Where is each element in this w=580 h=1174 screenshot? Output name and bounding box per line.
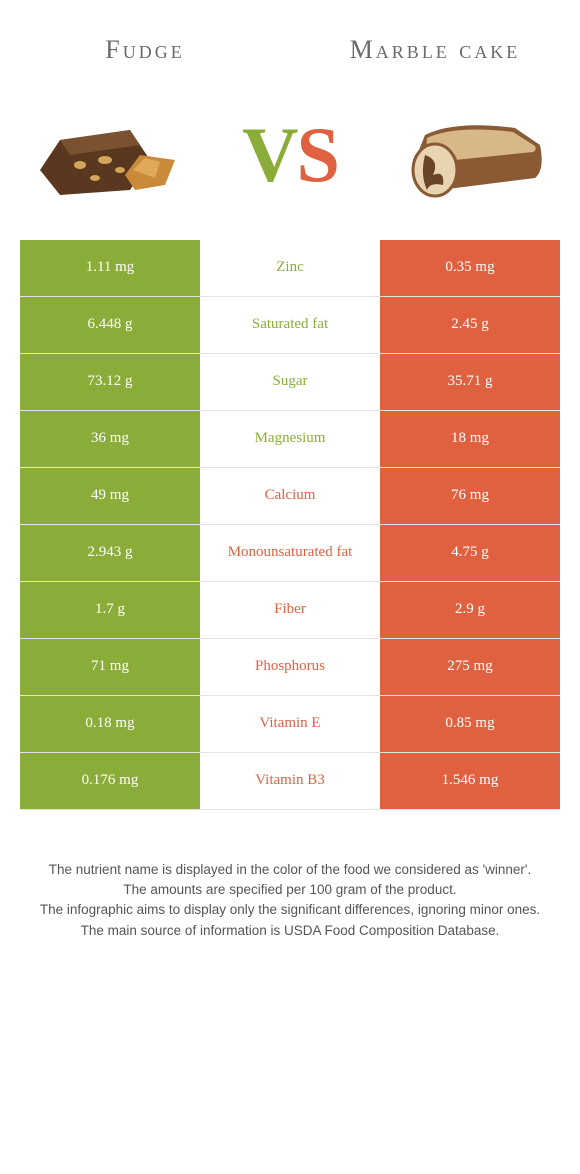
fudge-image xyxy=(30,100,200,210)
left-value-cell: 2.943 g xyxy=(20,525,200,581)
left-value-cell: 71 mg xyxy=(20,639,200,695)
table-row: 73.12 gSugar35.71 g xyxy=(20,354,560,411)
nutrient-label-cell: Zinc xyxy=(200,240,380,296)
footer-line: The infographic aims to display only the… xyxy=(35,900,545,920)
right-food-title: Marble cake xyxy=(345,35,525,65)
right-value-cell: 1.546 mg xyxy=(380,753,560,809)
vs-s: S xyxy=(296,110,337,200)
table-row: 71 mgPhosphorus275 mg xyxy=(20,639,560,696)
nutrient-label-cell: Phosphorus xyxy=(200,639,380,695)
right-value-cell: 4.75 g xyxy=(380,525,560,581)
left-value-cell: 1.11 mg xyxy=(20,240,200,296)
right-value-cell: 0.85 mg xyxy=(380,696,560,752)
marble-cake-image xyxy=(380,100,550,210)
right-value-cell: 275 mg xyxy=(380,639,560,695)
footer-line: The nutrient name is displayed in the co… xyxy=(35,860,545,880)
footer-line: The main source of information is USDA F… xyxy=(35,921,545,941)
right-value-cell: 76 mg xyxy=(380,468,560,524)
right-value-cell: 2.45 g xyxy=(380,297,560,353)
footer-line: The amounts are specified per 100 gram o… xyxy=(35,880,545,900)
nutrient-table: 1.11 mgZinc0.35 mg6.448 gSaturated fat2.… xyxy=(20,240,560,810)
nutrient-label-cell: Sugar xyxy=(200,354,380,410)
nutrient-label-cell: Monounsaturated fat xyxy=(200,525,380,581)
table-row: 1.7 gFiber2.9 g xyxy=(20,582,560,639)
left-value-cell: 0.18 mg xyxy=(20,696,200,752)
left-food-title: Fudge xyxy=(55,35,235,65)
table-row: 6.448 gSaturated fat2.45 g xyxy=(20,297,560,354)
left-value-cell: 0.176 mg xyxy=(20,753,200,809)
left-value-cell: 1.7 g xyxy=(20,582,200,638)
right-value-cell: 2.9 g xyxy=(380,582,560,638)
vs-v: V xyxy=(242,110,296,200)
nutrient-label-cell: Vitamin B3 xyxy=(200,753,380,809)
nutrient-label-cell: Saturated fat xyxy=(200,297,380,353)
vs-label: VS xyxy=(242,110,338,200)
left-value-cell: 73.12 g xyxy=(20,354,200,410)
left-value-cell: 6.448 g xyxy=(20,297,200,353)
nutrient-label-cell: Fiber xyxy=(200,582,380,638)
images-row: VS xyxy=(0,75,580,240)
table-row: 1.11 mgZinc0.35 mg xyxy=(20,240,560,297)
table-row: 0.176 mgVitamin B31.546 mg xyxy=(20,753,560,810)
right-value-cell: 35.71 g xyxy=(380,354,560,410)
right-value-cell: 0.35 mg xyxy=(380,240,560,296)
nutrient-label-cell: Vitamin E xyxy=(200,696,380,752)
header: Fudge Marble cake xyxy=(0,0,580,75)
table-row: 2.943 gMonounsaturated fat4.75 g xyxy=(20,525,560,582)
right-value-cell: 18 mg xyxy=(380,411,560,467)
left-value-cell: 49 mg xyxy=(20,468,200,524)
table-row: 49 mgCalcium76 mg xyxy=(20,468,560,525)
table-row: 0.18 mgVitamin E0.85 mg xyxy=(20,696,560,753)
table-row: 36 mgMagnesium18 mg xyxy=(20,411,560,468)
footer-notes: The nutrient name is displayed in the co… xyxy=(0,810,580,941)
nutrient-label-cell: Magnesium xyxy=(200,411,380,467)
left-value-cell: 36 mg xyxy=(20,411,200,467)
nutrient-label-cell: Calcium xyxy=(200,468,380,524)
